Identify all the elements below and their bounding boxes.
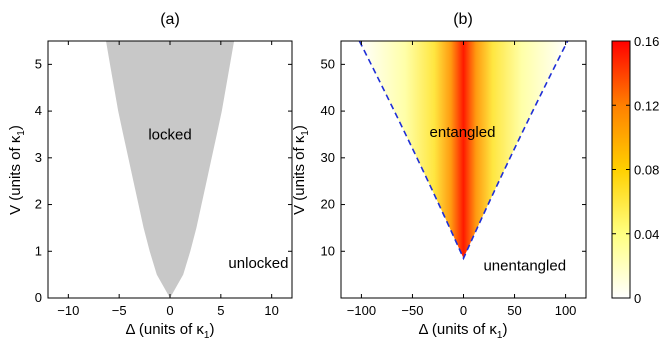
- colorbar-ticks: 0 0.04 0.08 0.12 0.16: [612, 34, 659, 306]
- panel-a-xtick-label: −5: [112, 303, 127, 318]
- panel-a-ytick-label: 4: [35, 103, 42, 118]
- panel-b-xtick-label: 100: [555, 303, 577, 318]
- entangled-region: [359, 41, 568, 259]
- panel-b-xtick-label: 50: [507, 303, 521, 318]
- panel-a-ytick-label: 3: [35, 150, 42, 165]
- panel-b-ytick-label: 40: [321, 103, 335, 118]
- panel-a-xtick-label: 0: [166, 303, 173, 318]
- panel-a-ytick-label: 2: [35, 197, 42, 212]
- panel-b-ytick-label: 10: [321, 243, 335, 258]
- unentangled-annotation: unentangled: [483, 257, 566, 274]
- panel-a-label: (a): [160, 11, 180, 28]
- panel-a: (a) −10 −5 0 5 10 0 1 2 3 4 5 locked unlocked Δ (u…: [7, 11, 293, 341]
- locked-region: [106, 41, 235, 298]
- panel-a-ytick-label: 1: [35, 243, 42, 258]
- entangled-annotation: entangled: [430, 124, 496, 141]
- colorbar-tick-label: 0.08: [634, 163, 659, 178]
- panel-a-xtick-label: 5: [217, 303, 224, 318]
- colorbar-tick-label: 0.16: [634, 34, 659, 49]
- panel-b-ytick-label: 20: [321, 197, 335, 212]
- colorbar-tick-label: 0.04: [634, 227, 659, 242]
- panel-b-ylabel: V (units of κ1): [291, 125, 311, 215]
- entanglement-boundary: [358, 40, 569, 261]
- panel-a-ytick-label: 0: [35, 290, 42, 305]
- panel-b-frame: [340, 40, 587, 299]
- panel-b-xtick-label: −100: [347, 303, 376, 318]
- colorbar-tick-label: 0.12: [634, 98, 659, 113]
- panel-b-xtick-label: 0: [460, 303, 467, 318]
- panel-a-frame: [47, 40, 293, 299]
- panel-b-ticks: −100 −50 0 50 100 10 20 30 40 50: [321, 41, 586, 318]
- panel-a-ylabel: V (units of κ1): [7, 125, 27, 215]
- panel-b-ytick-label: 30: [321, 150, 335, 165]
- unlocked-annotation: unlocked: [228, 255, 288, 272]
- panel-b-ytick-label: 50: [321, 56, 335, 71]
- locked-annotation: locked: [148, 126, 191, 143]
- colorbar-tick-label: 0: [634, 291, 641, 306]
- panel-a-ytick-label: 5: [35, 56, 42, 71]
- panel-a-xlabel: Δ (units of κ1): [126, 321, 215, 341]
- panel-b: (b) −100 −50 0 50 100 10 20 30 40 50 entangled un…: [291, 11, 587, 341]
- panel-b-xlabel: Δ (units of κ1): [419, 321, 508, 341]
- panel-a-xtick-label: −10: [57, 303, 79, 318]
- panel-a-xtick-label: 10: [264, 303, 278, 318]
- panel-b-xtick-label: −50: [401, 303, 423, 318]
- panel-b-label: (b): [453, 11, 473, 28]
- colorbar: 0 0.04 0.08 0.12 0.16: [611, 34, 659, 306]
- panel-a-ticks: −10 −5 0 5 10 0 1 2 3 4 5: [35, 41, 292, 318]
